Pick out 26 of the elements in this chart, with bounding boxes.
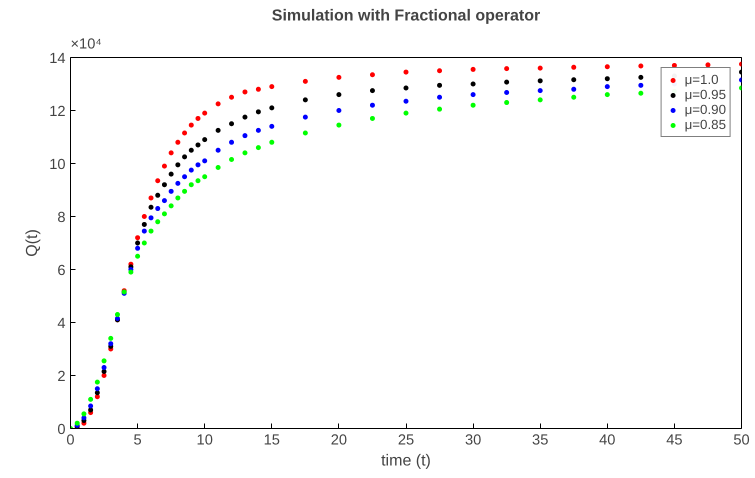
x-tick-label: 30 <box>464 432 482 448</box>
legend-label: μ=0.95 <box>684 87 726 102</box>
x-tick-label: 15 <box>264 432 280 448</box>
text: ×10⁴ <box>70 36 102 52</box>
y-tick-label: 2 <box>57 369 66 385</box>
x-tick-label: 20 <box>330 432 348 448</box>
x-tick-label: 35 <box>532 432 548 448</box>
x-tick-label: 50 <box>733 432 750 448</box>
y-axis-title: Q(t) <box>24 229 42 257</box>
x-tick-label: 45 <box>666 432 683 448</box>
legend-label: μ=0.85 <box>684 117 726 132</box>
x-axis-title: time (t) <box>381 452 431 470</box>
y-tick-label: 10 <box>49 157 66 173</box>
x-tick-label: 25 <box>398 432 414 448</box>
y-tick-label: 4 <box>57 316 66 332</box>
x-tick-label: 10 <box>196 432 213 448</box>
x-tick-label: 5 <box>134 432 142 448</box>
y-tick-label: 12 <box>49 104 66 120</box>
x-tick-label: 40 <box>599 432 616 448</box>
chart-title: Simulation with Fractional operator <box>272 8 540 24</box>
y-tick-label: 8 <box>57 210 66 226</box>
legend-label: μ=1.0 <box>684 72 719 87</box>
y-tick-label: 14 <box>49 51 66 67</box>
y-tick-label: 6 <box>57 263 66 279</box>
legend-label: μ=0.90 <box>684 102 726 117</box>
y-tick-label: 0 <box>57 422 66 438</box>
